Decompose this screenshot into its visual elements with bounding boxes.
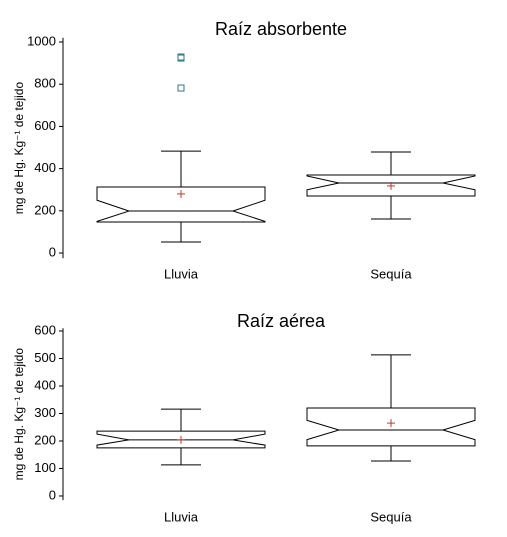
y-tick-label: 300	[34, 405, 56, 420]
box	[306, 407, 476, 447]
box	[96, 430, 266, 449]
x-tick-label: Lluvia	[164, 509, 199, 524]
y-tick-label: 600	[34, 322, 56, 337]
y-tick-label: 600	[34, 118, 56, 133]
box	[96, 186, 266, 223]
x-tick-label: Lluvia	[164, 266, 199, 281]
mean-marker	[387, 419, 395, 428]
y-tick-label: 400	[34, 160, 56, 175]
y-tick-label: 100	[34, 460, 56, 475]
x-tick-label: Sequía	[370, 509, 412, 524]
y-tick-label: 200	[34, 202, 56, 217]
box	[306, 174, 476, 197]
y-tick-label: 500	[34, 350, 56, 365]
mean-marker	[177, 189, 185, 198]
y-axis-label: mg de Hg. Kg⁻¹ de tejido	[12, 348, 26, 481]
y-tick-label: 200	[34, 432, 56, 447]
y-tick-label: 0	[49, 487, 56, 502]
outlier	[177, 84, 185, 92]
outlier	[177, 53, 185, 61]
x-tick-label: Sequía	[370, 266, 412, 281]
mean-marker	[177, 435, 185, 444]
y-tick-label: 800	[34, 76, 56, 91]
y-axis-label: mg de Hg. Kg⁻¹ de tejido	[12, 82, 26, 215]
y-tick-label: 400	[34, 377, 56, 392]
chart-title: Raíz aérea	[237, 311, 326, 331]
chart-title: Raíz absorbente	[215, 19, 347, 39]
y-tick-label: 0	[49, 244, 56, 259]
mean-marker	[387, 181, 395, 190]
y-tick-label: 1000	[27, 33, 56, 48]
